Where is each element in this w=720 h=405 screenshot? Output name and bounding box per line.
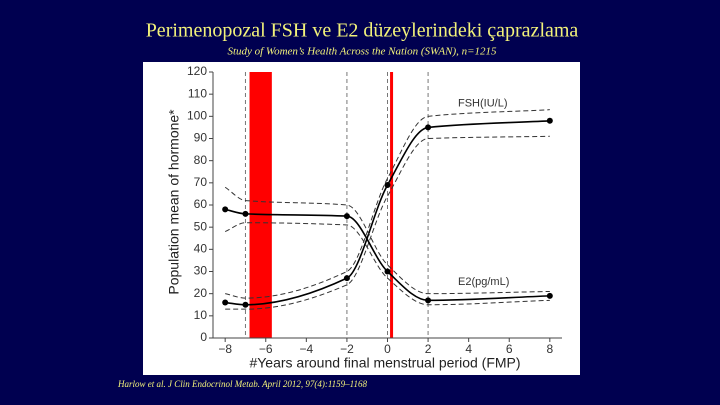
- data-point: [384, 182, 391, 189]
- data-point: [546, 292, 553, 299]
- y-tick-label: 60: [194, 197, 208, 211]
- data-point: [242, 301, 249, 308]
- y-tick-label: 40: [194, 242, 208, 256]
- x-tick-label: −6: [259, 342, 273, 356]
- source: Harlow et al. J Clin Endocrinol Metab. A…: [117, 379, 367, 389]
- x-tick-label: 6: [506, 342, 513, 356]
- subtitle: Study of Women’s Health Across the Natio…: [227, 46, 497, 58]
- series-line: [225, 109, 550, 299]
- x-tick-label: −8: [218, 342, 232, 356]
- x-tick-label: 4: [465, 342, 472, 356]
- data-point: [546, 117, 553, 124]
- series-line: [225, 135, 550, 310]
- y-tick-label: 80: [194, 153, 208, 167]
- y-tick-label: 90: [194, 131, 208, 145]
- data-point: [222, 206, 229, 213]
- series-line: [224, 186, 550, 295]
- x-tick-label: 2: [425, 342, 432, 356]
- x-axis-label: #Years around final menstrual period (FM…: [249, 355, 520, 371]
- x-tick-label: 0: [384, 342, 391, 356]
- y-tick-label: 10: [194, 308, 208, 322]
- highlight-band: [249, 72, 272, 338]
- y-tick-label: 100: [187, 109, 207, 123]
- y-tick-label: 0: [200, 330, 207, 344]
- data-point: [343, 275, 350, 282]
- series-line: [224, 222, 550, 306]
- series-label: FSH(IU/L): [458, 98, 508, 110]
- chart-background: [143, 62, 580, 375]
- y-tick-label: 70: [194, 175, 208, 189]
- y-tick-label: 50: [194, 219, 208, 233]
- series-label: E2(pg/mL): [458, 276, 509, 288]
- x-tick-label: 8: [546, 342, 553, 356]
- data-point: [425, 297, 432, 304]
- y-axis-label: Population mean of hormone*: [166, 109, 182, 295]
- data-point: [343, 213, 350, 220]
- data-point: [242, 210, 249, 217]
- x-tick-label: −4: [299, 342, 313, 356]
- data-point: [425, 124, 432, 131]
- y-tick-label: 110: [188, 86, 207, 100]
- y-tick-label: 30: [194, 264, 208, 278]
- y-tick-label: 20: [194, 286, 208, 300]
- y-tick-label: 120: [187, 64, 207, 78]
- data-point: [222, 299, 229, 306]
- data-point: [384, 268, 391, 275]
- slide-title: Perimenopozal FSH ve E2 düzeylerindeki ç…: [146, 20, 579, 42]
- x-tick-label: −2: [340, 342, 354, 356]
